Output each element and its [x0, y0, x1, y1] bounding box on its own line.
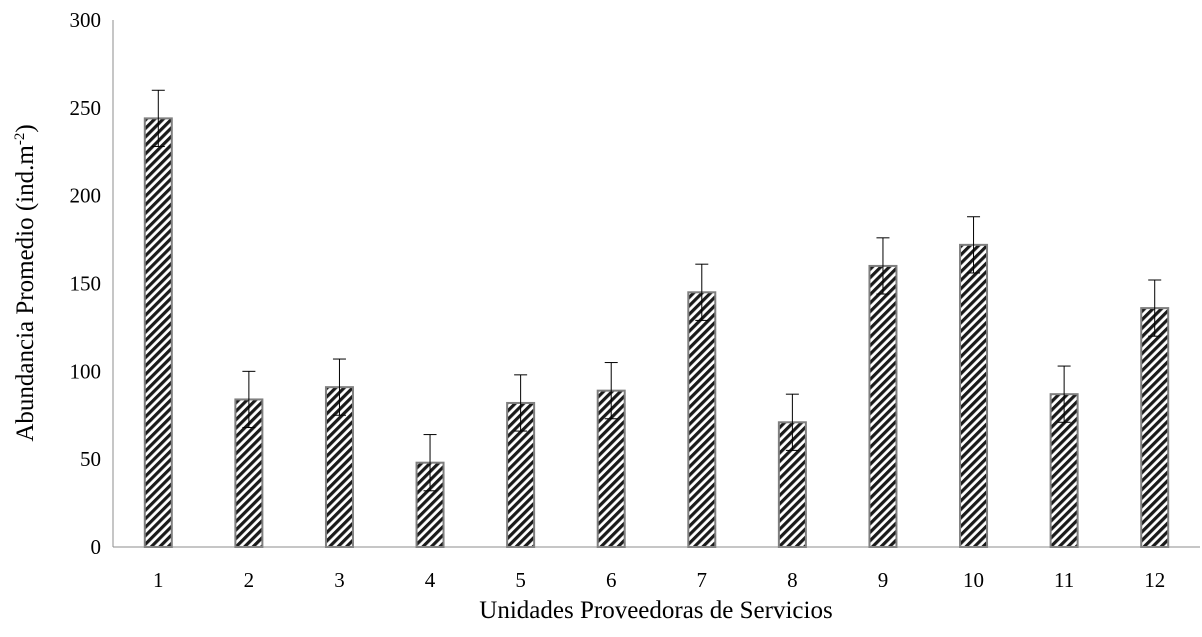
y-tick-label: 150 [70, 272, 102, 296]
y-axis-title-superscript: -2 [12, 133, 28, 146]
bar [959, 243, 989, 548]
error-bar [242, 370, 256, 429]
x-tick-label: 9 [878, 568, 889, 592]
error-bar [423, 434, 437, 492]
y-axis-title-close: ) [12, 124, 39, 132]
x-tick-label: 7 [697, 568, 708, 592]
error-bar [967, 216, 981, 274]
error-bars-layer [151, 89, 1162, 492]
y-tick-label: 0 [91, 535, 102, 559]
y-axis-title-main: Abundancia Promedio (ind.m [12, 145, 39, 442]
x-tick-label: 3 [334, 568, 345, 592]
y-tick-label: 250 [70, 96, 102, 120]
error-bar [695, 263, 709, 321]
bar [687, 291, 717, 548]
y-tick-label: 100 [70, 359, 102, 383]
error-bar [1057, 365, 1071, 423]
bar [506, 401, 536, 548]
bars-layer [143, 117, 1170, 549]
x-axis-title: Unidades Proveedoras de Servicios [479, 597, 832, 624]
bar [143, 117, 173, 549]
y-tick-label: 300 [70, 8, 102, 32]
y-axis-title: Abundancia Promedio (ind.m-2) [12, 124, 39, 441]
error-bar [514, 374, 528, 432]
error-bar [785, 393, 799, 451]
x-tick-label: 4 [425, 568, 436, 592]
x-tick-label: 1 [153, 568, 164, 592]
bar [1140, 307, 1170, 548]
error-bar [604, 362, 618, 420]
x-tick-label: 6 [606, 568, 617, 592]
x-tick-label: 5 [515, 568, 526, 592]
x-tick-label: 12 [1144, 568, 1165, 592]
error-bar [1148, 279, 1162, 337]
error-bar [876, 237, 890, 295]
x-tick-labels: 1 2 3 4 5 6 7 8 9 10 11 12 [153, 568, 1165, 592]
y-tick-label: 200 [70, 184, 102, 208]
x-tick-label: 10 [963, 568, 984, 592]
y-tick-labels: 0 50 100 150 200 250 300 [70, 8, 102, 559]
x-tick-label: 11 [1054, 568, 1074, 592]
y-tick-label: 50 [80, 447, 101, 471]
bar [868, 264, 898, 548]
error-bar [332, 358, 346, 416]
x-tick-label: 8 [787, 568, 798, 592]
error-bar [151, 89, 165, 147]
x-tick-label: 2 [244, 568, 255, 592]
